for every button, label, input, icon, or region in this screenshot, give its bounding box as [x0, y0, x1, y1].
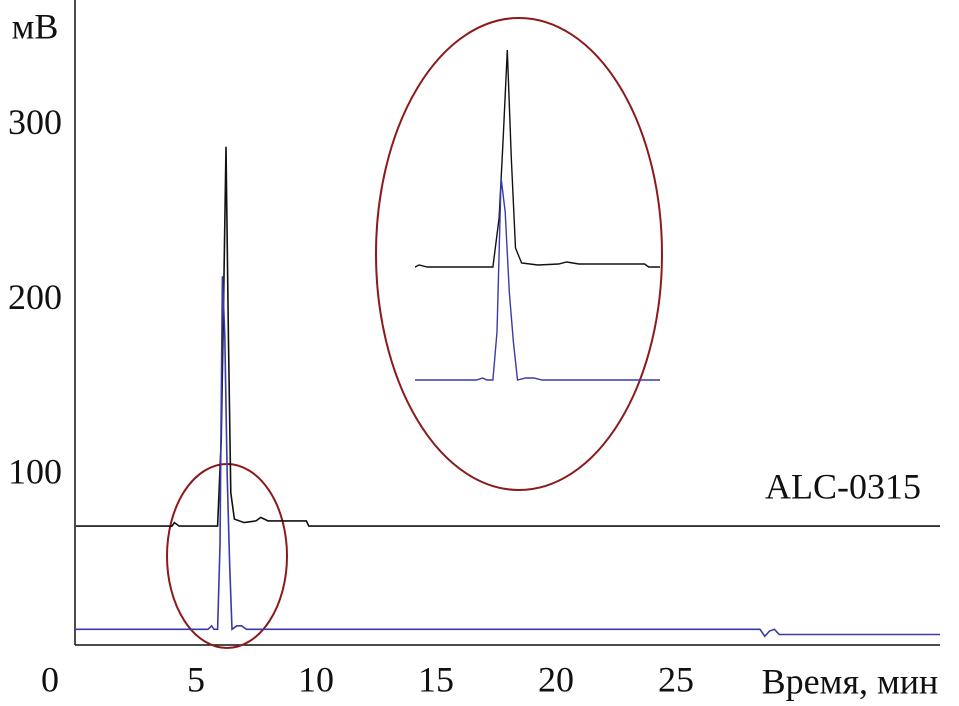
- y-tick-label: 300: [8, 102, 62, 142]
- series-line: [76, 146, 940, 527]
- inset: [415, 49, 660, 381]
- x-tick-label: 5: [187, 659, 205, 699]
- annotation: ALC-0315: [765, 466, 921, 506]
- y-tick-label: 200: [8, 277, 62, 317]
- inset-line: [415, 177, 660, 381]
- zoom-ellipse: [375, 17, 663, 491]
- y-tick-label: 100: [8, 452, 62, 492]
- inset-line: [415, 49, 660, 268]
- x-tick-label: 15: [418, 659, 454, 699]
- x-tick-label: 0: [41, 659, 59, 699]
- x-axis-label: Время, мин: [762, 661, 939, 701]
- x-tick-label: 25: [658, 659, 694, 699]
- x-tick-label: 20: [538, 659, 574, 699]
- y-axis-label: мВ: [12, 6, 59, 46]
- x-tick-label: 10: [298, 659, 334, 699]
- series-line: [76, 276, 940, 638]
